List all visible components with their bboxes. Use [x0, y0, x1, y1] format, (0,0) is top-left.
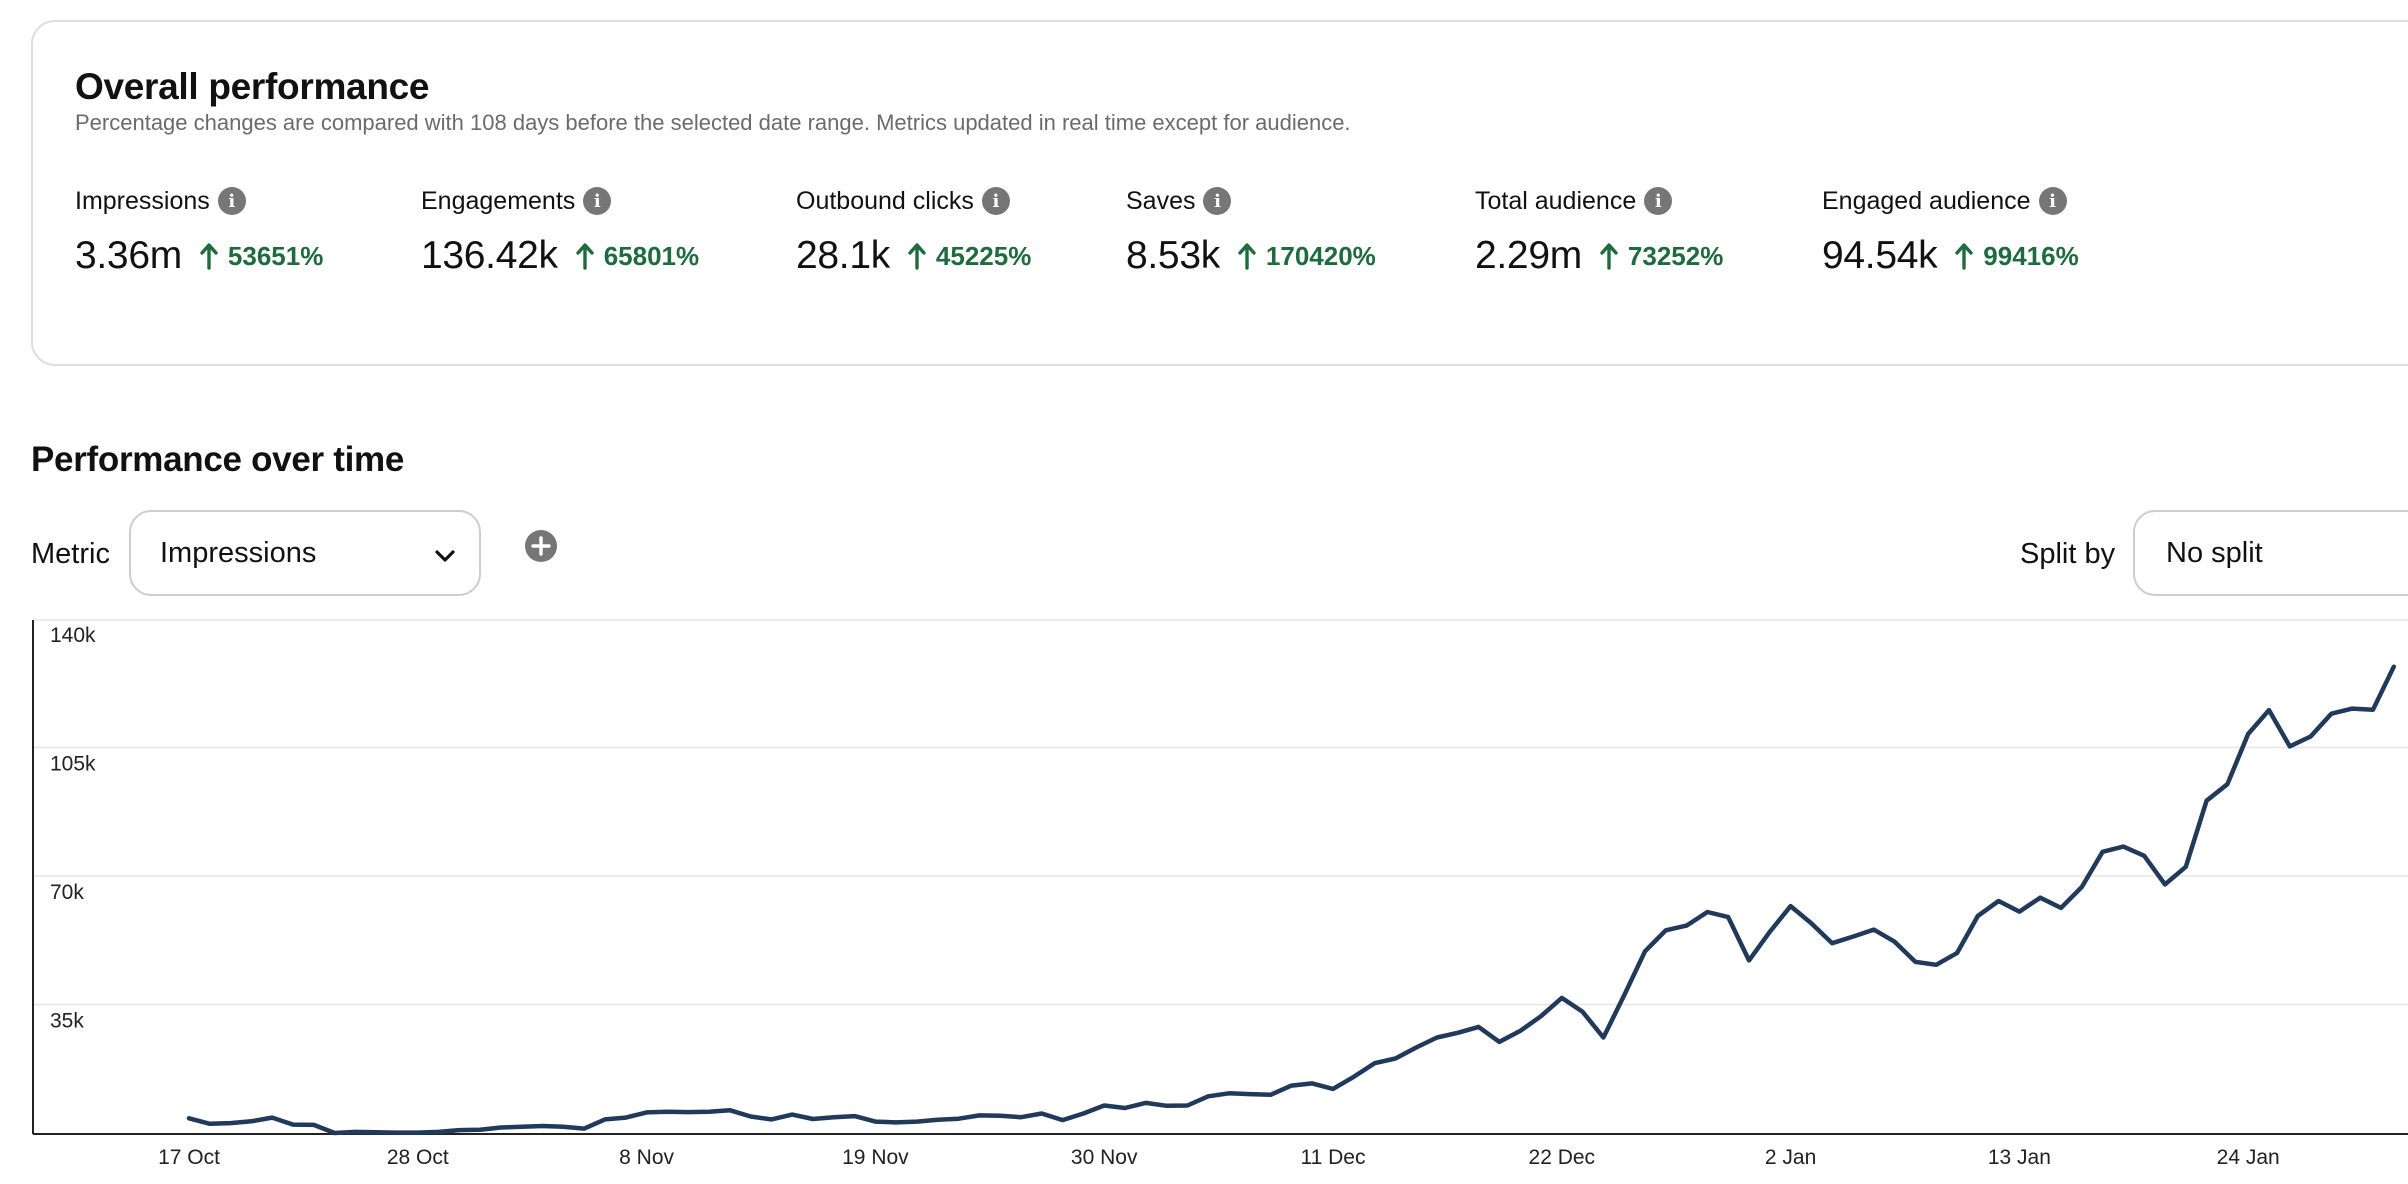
metric-label-row: Outbound clicks i — [796, 186, 1031, 216]
x-tick-label: 28 Oct — [387, 1146, 449, 1169]
y-tick-label: 140k — [50, 624, 96, 647]
metric-change: 65801% — [575, 240, 700, 272]
metric-label-row: Saves i — [1126, 186, 1376, 216]
metric-value-row: 2.29m 73252% — [1475, 234, 1723, 278]
performance-over-time-title: Performance over time — [31, 440, 405, 479]
metric-value-row: 94.54k 99416% — [1822, 234, 2079, 278]
metric-value: 8.53k — [1126, 234, 1220, 277]
impressions-series-line — [186, 664, 2397, 1136]
metric-change: 45225% — [908, 241, 1031, 272]
metric-change: 170420% — [1238, 241, 1376, 272]
metric-label: Engagements — [421, 186, 576, 215]
metric-total-audience: Total audience i 2.29m 73252% — [1475, 186, 1723, 278]
metric-value-row: 28.1k 45225% — [796, 234, 1031, 278]
metric-outbound-clicks: Outbound clicks i 28.1k 45225% — [796, 186, 1031, 278]
performance-chart-svg: 140k 105k 70k 35k 17 Oct 28 Oct 8 Nov 19 Nov 30 … — [32, 619, 2408, 1169]
metric-label: Engaged audience — [1822, 186, 2031, 215]
info-icon[interactable]: i — [217, 187, 246, 215]
metric-label-row: Engagements i — [421, 186, 699, 216]
x-tick-label: 8 Nov — [619, 1146, 674, 1169]
arrow-up-icon — [575, 243, 594, 270]
arrow-up-icon — [200, 243, 218, 270]
x-tick-label: 30 Nov — [1071, 1146, 1138, 1169]
arrow-up-icon — [1600, 243, 1618, 270]
metric-value-row: 8.53k 170420% — [1126, 234, 1376, 278]
chevron-down-icon — [435, 550, 455, 562]
metric-change: 53651% — [200, 241, 323, 272]
metric-label: Saves — [1126, 186, 1196, 215]
metric-value: 94.54k — [1822, 234, 1938, 277]
metric-label-row: Engaged audience i — [1822, 186, 2079, 216]
metric-change-value: 65801% — [603, 240, 700, 271]
metric-label-row: Impressions i — [75, 186, 323, 216]
metric-change-value: 53651% — [227, 240, 324, 271]
metric-change: 99416% — [1955, 240, 2079, 272]
metric-change-value: 99416% — [1983, 240, 2079, 271]
x-tick-label: 19 Nov — [842, 1146, 909, 1169]
metric-value: 3.36m — [75, 234, 182, 277]
metric-change-value: 45225% — [935, 240, 1032, 271]
info-icon[interactable]: i — [583, 187, 612, 215]
arrow-up-icon — [1238, 243, 1256, 270]
x-tick-label: 2 Jan — [1765, 1146, 1816, 1169]
metric-engagements: Engagements i 136.42k 65801% — [421, 186, 699, 278]
info-icon[interactable]: i — [981, 187, 1010, 215]
metric-select[interactable]: Impressions — [129, 510, 481, 596]
info-icon[interactable]: i — [2038, 187, 2067, 215]
x-tick-label: 13 Jan — [1988, 1146, 2051, 1169]
metric-label: Impressions — [75, 186, 210, 215]
metric-label: Outbound clicks — [796, 186, 974, 215]
overall-performance-subtitle: Percentage changes are compared with 108… — [75, 110, 1351, 135]
metric-select-label: Metric — [31, 538, 110, 570]
y-tick-label: 70k — [50, 881, 84, 904]
metric-value-row: 3.36m 53651% — [75, 234, 323, 278]
metric-label-row: Total audience i — [1475, 186, 1723, 216]
metric-change-value: 170420% — [1265, 240, 1376, 271]
metric-engaged-audience: Engaged audience i 94.54k 99416% — [1822, 186, 2079, 278]
overall-performance-title: Overall performance — [75, 66, 430, 107]
y-tick-label: 35k — [50, 1010, 84, 1033]
split-by-select[interactable]: No split — [2133, 510, 2408, 596]
arrow-up-icon — [1955, 243, 1973, 270]
metric-label: Total audience — [1475, 186, 1637, 215]
metric-impressions: Impressions i 3.36m 53651% — [75, 186, 323, 278]
metric-value: 28.1k — [796, 234, 890, 277]
split-by-label: Split by — [2020, 538, 2116, 570]
y-tick-label: 105k — [50, 753, 96, 776]
x-tick-label: 11 Dec — [1301, 1146, 1366, 1169]
info-icon[interactable]: i — [1644, 187, 1673, 215]
info-icon[interactable]: i — [1203, 187, 1232, 215]
plus-circle-icon[interactable] — [524, 529, 558, 563]
metric-value: 2.29m — [1475, 234, 1582, 277]
metric-value: 136.42k — [421, 234, 558, 277]
metric-saves: Saves i 8.53k 170420% — [1126, 186, 1376, 278]
performance-chart: 140k 105k 70k 35k 17 Oct 28 Oct 8 Nov 19 Nov 30 … — [0, 600, 2408, 1184]
metric-value-row: 136.42k 65801% — [421, 234, 699, 278]
x-tick-label: 17 Oct — [158, 1146, 220, 1169]
x-tick-label: 22 Dec — [1529, 1146, 1596, 1169]
metric-change-value: 73252% — [1627, 240, 1724, 271]
arrow-up-icon — [908, 243, 926, 270]
metric-select-value: Impressions — [160, 536, 317, 569]
split-by-select-value: No split — [2166, 536, 2263, 569]
metric-change: 73252% — [1600, 241, 1723, 272]
x-tick-label: 24 Jan — [2217, 1146, 2280, 1169]
